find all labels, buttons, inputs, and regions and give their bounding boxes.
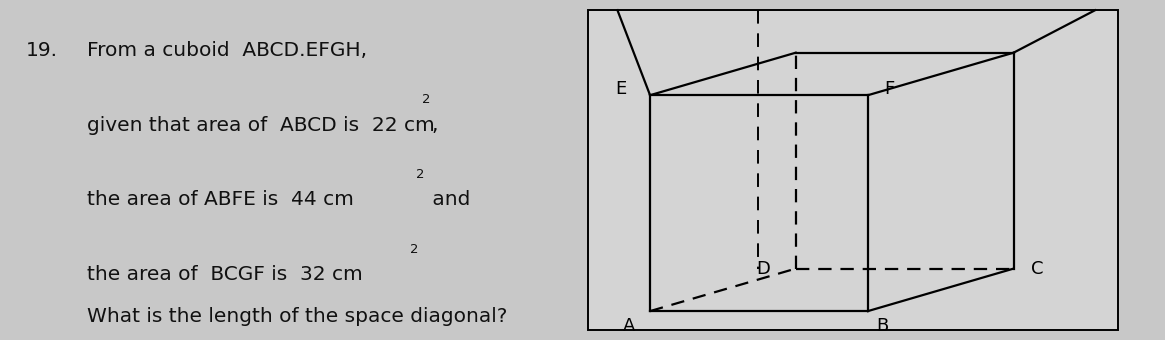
Text: given that area of  ABCD is  22 cm: given that area of ABCD is 22 cm bbox=[87, 116, 435, 135]
Text: ,: , bbox=[431, 116, 438, 135]
Text: From a cuboid  ABCD.EFGH,: From a cuboid ABCD.EFGH, bbox=[87, 41, 367, 60]
Text: 2: 2 bbox=[422, 94, 430, 106]
Text: 2: 2 bbox=[416, 168, 424, 181]
Text: D: D bbox=[756, 260, 770, 277]
Text: What is the length of the space diagonal?: What is the length of the space diagonal… bbox=[87, 307, 508, 326]
Text: B: B bbox=[876, 318, 888, 335]
Text: E: E bbox=[615, 80, 627, 98]
Text: 19.: 19. bbox=[26, 41, 57, 60]
Text: the area of  BCGF is  32 cm: the area of BCGF is 32 cm bbox=[87, 265, 363, 284]
Text: and: and bbox=[426, 190, 471, 209]
Text: C: C bbox=[1031, 260, 1043, 277]
Text: 2: 2 bbox=[410, 243, 418, 256]
Text: the area of ABFE is  44 cm: the area of ABFE is 44 cm bbox=[87, 190, 354, 209]
Text: A: A bbox=[623, 318, 635, 335]
Bar bbox=[588, 10, 1118, 330]
Text: F: F bbox=[884, 80, 894, 98]
